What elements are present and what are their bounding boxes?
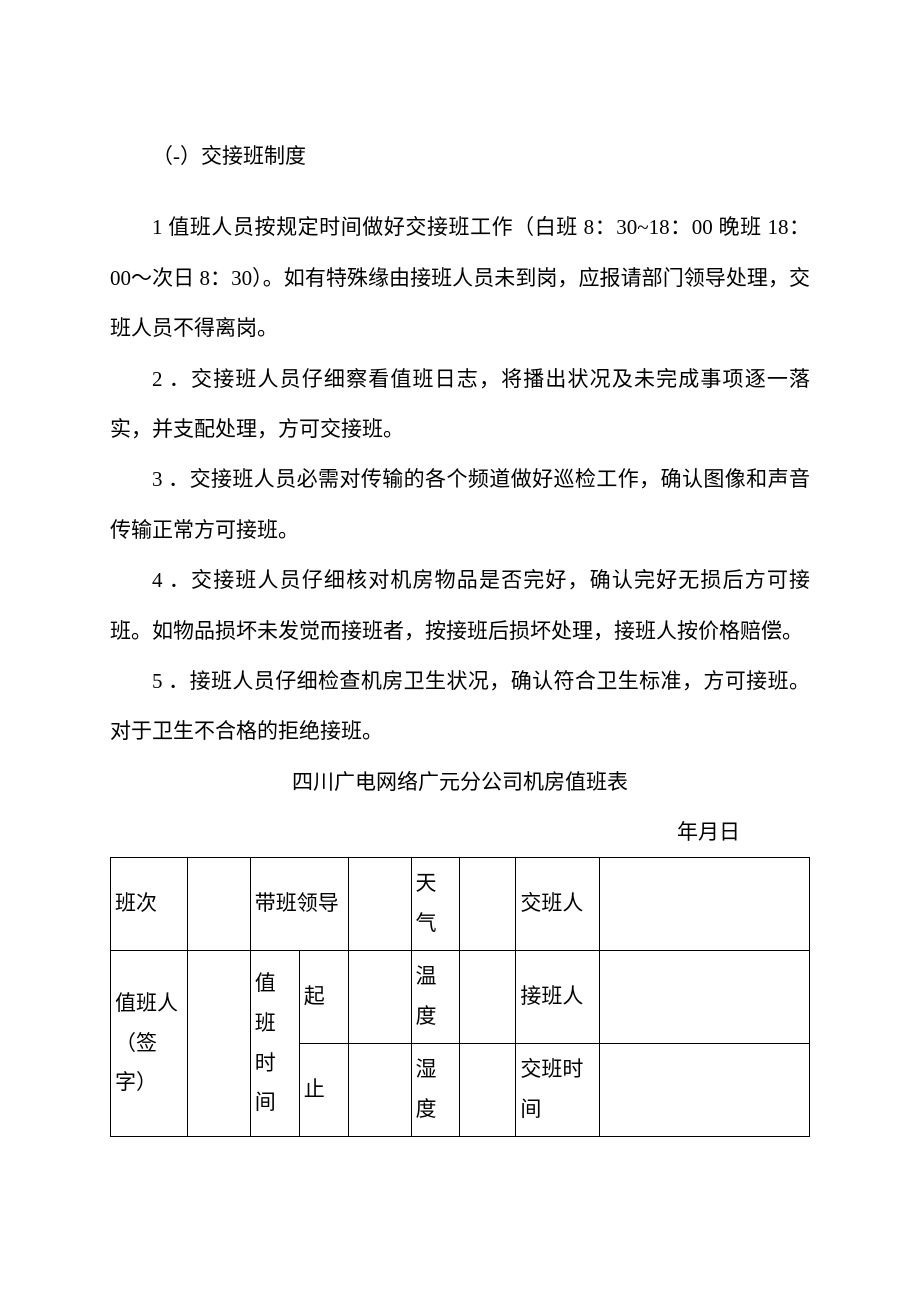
table-row: 班次 带班领导 天气 交班人 bbox=[111, 858, 810, 951]
cell-takeover-person-label: 接班人 bbox=[516, 951, 600, 1044]
cell-shift-no-label: 班次 bbox=[111, 858, 188, 951]
cell-duty-time-label: 值班时间 bbox=[250, 951, 299, 1137]
cell-start-label: 起 bbox=[299, 951, 348, 1044]
paragraph-3: 3 ．交接班人员必需对传输的各个频道做好巡检工作，确认图像和声音传输正常方可接班… bbox=[110, 454, 810, 555]
cell-leader-value bbox=[348, 858, 411, 951]
cell-duty-person-value bbox=[187, 951, 250, 1137]
cell-weather-label: 天气 bbox=[411, 858, 460, 951]
duty-schedule-table: 班次 带班领导 天气 交班人 值班人（签字） 值班时间 起 温度 接班人 止 湿… bbox=[110, 857, 810, 1136]
cell-handover-time-label: 交班时间 bbox=[516, 1044, 600, 1137]
cell-start-value bbox=[348, 951, 411, 1044]
section-heading: （-）交接班制度 bbox=[110, 131, 810, 181]
document-page: （-）交接班制度 1 值班人员按规定时间做好交接班工作（白班 8：30~18：0… bbox=[0, 0, 920, 1197]
cell-handover-time-value bbox=[600, 1044, 810, 1137]
cell-humidity-label: 湿度 bbox=[411, 1044, 460, 1137]
paragraph-5: 5 ．接班人员仔细检查机房卫生状况，确认符合卫生标准，方可接班。对于卫生不合格的… bbox=[110, 656, 810, 757]
paragraph-2: 2 ．交接班人员仔细察看值班日志，将播出状况及未完成事项逐一落实，并支配处理，方… bbox=[110, 354, 810, 455]
cell-duty-person-label: 值班人（签字） bbox=[111, 951, 188, 1137]
table-date-label: 年月日 bbox=[110, 807, 810, 857]
cell-weather-value bbox=[460, 858, 516, 951]
paragraph-4: 4 ．交接班人员仔细核对机房物品是否完好，确认完好无损后方可接班。如物品损坏未发… bbox=[110, 555, 810, 656]
table-title: 四川广电网络广元分公司机房值班表 bbox=[110, 757, 810, 807]
cell-temperature-label: 温度 bbox=[411, 951, 460, 1044]
cell-handover-person-label: 交班人 bbox=[516, 858, 600, 951]
cell-temperature-value bbox=[460, 951, 516, 1044]
cell-humidity-value bbox=[460, 1044, 516, 1137]
cell-shift-no-value bbox=[187, 858, 250, 951]
table-row: 值班人（签字） 值班时间 起 温度 接班人 bbox=[111, 951, 810, 1044]
cell-end-label: 止 bbox=[299, 1044, 348, 1137]
cell-handover-person-value bbox=[600, 858, 810, 951]
cell-takeover-person-value bbox=[600, 951, 810, 1044]
paragraph-1: 1 值班人员按规定时间做好交接班工作（白班 8：30~18：00 晚班 18：0… bbox=[110, 202, 810, 353]
cell-leader-label: 带班领导 bbox=[250, 858, 348, 951]
cell-end-value bbox=[348, 1044, 411, 1137]
